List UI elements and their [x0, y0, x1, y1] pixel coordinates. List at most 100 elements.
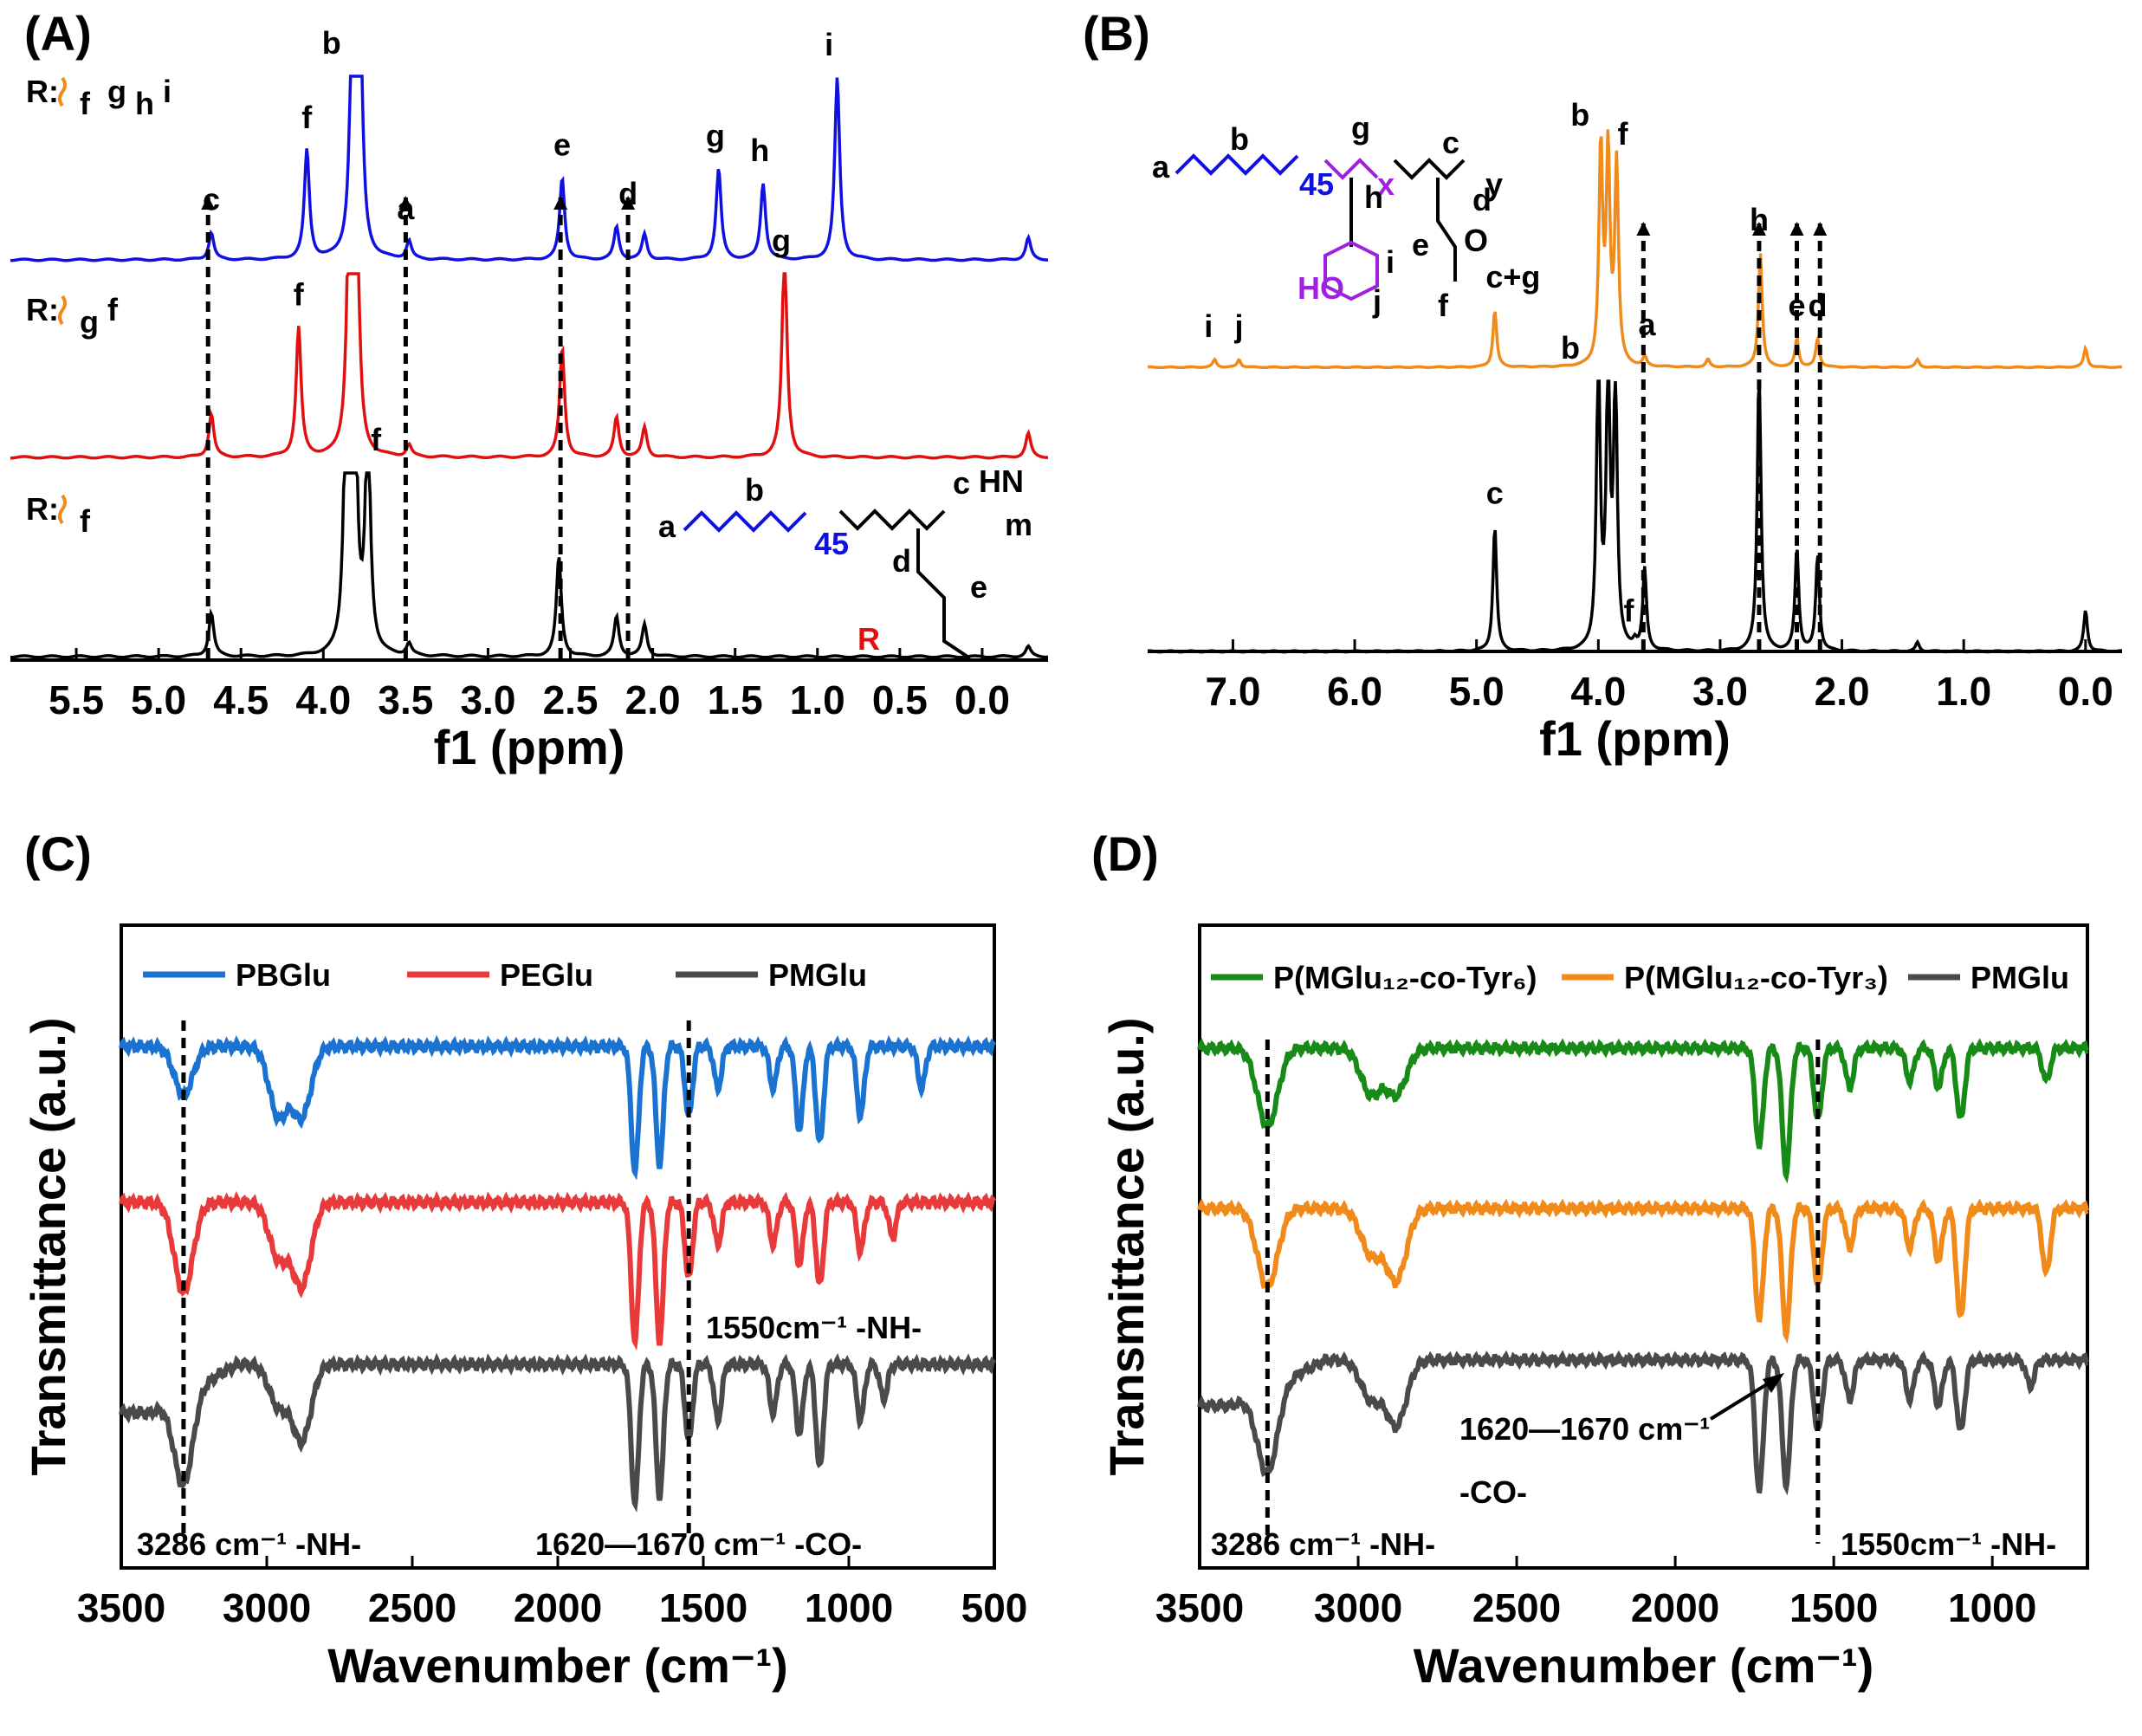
- peak-label: c: [1486, 476, 1504, 511]
- panel-label: (A): [24, 6, 92, 61]
- x-tick-label: 2000: [1631, 1585, 1719, 1630]
- arrow-head: [621, 196, 636, 210]
- arrow-head: [1636, 222, 1651, 236]
- peak-label: f: [294, 277, 305, 313]
- peak-label: i: [1204, 308, 1213, 344]
- x-tick-label: 3500: [77, 1585, 165, 1630]
- struct-label: j: [1372, 283, 1382, 319]
- r-prefix: R:: [26, 74, 59, 109]
- x-tick-label: 4.5: [213, 677, 269, 722]
- r-group-atom: f: [80, 503, 91, 539]
- glu-side: [1436, 178, 1457, 282]
- plot-frame: [1198, 923, 2089, 1570]
- x-tick-label: 3.5: [378, 677, 433, 722]
- struct-label: a: [1152, 149, 1170, 185]
- struct-label: g: [1351, 110, 1370, 146]
- r-group-atom: i: [163, 74, 171, 109]
- struct-label: i: [1386, 244, 1395, 280]
- x-tick-label: 7.0: [1205, 669, 1260, 714]
- peak-label: g: [772, 223, 791, 258]
- peg-chain: [1175, 153, 1299, 176]
- x-tick-label: 3000: [1314, 1585, 1402, 1630]
- peak-label: h: [1750, 202, 1769, 237]
- legend-label: PEGlu: [500, 957, 593, 993]
- x-tick-label: 2.5: [543, 677, 599, 722]
- peak-label: h: [750, 133, 769, 168]
- peak-label: e: [553, 127, 571, 163]
- x-tick-label: 0.0: [2058, 669, 2113, 714]
- legend-label: P(MGlu₁₂-co-Tyr₆): [1273, 960, 1537, 995]
- x-tick-label: 1.5: [708, 677, 763, 722]
- arrow-head: [553, 196, 568, 210]
- struct-label: f: [1438, 288, 1449, 323]
- panel-label: (C): [24, 826, 92, 881]
- x-tick-label: 6.0: [1327, 669, 1382, 714]
- x-tick-label: 2.0: [1815, 669, 1870, 714]
- struct-label: e: [1412, 227, 1429, 262]
- ir-spectrum-1: [119, 1190, 997, 1351]
- ir-spectrum-1: [1197, 1198, 2090, 1344]
- peak-label: a: [1639, 307, 1657, 342]
- arrow-head: [201, 196, 216, 210]
- peak-label: c: [203, 182, 220, 217]
- peg-chain: [683, 510, 807, 533]
- x-axis-title: f1 (ppm): [434, 720, 625, 774]
- x-tick-label: 3.0: [460, 677, 515, 722]
- ir-spectrum-0: [1197, 1038, 2090, 1184]
- struct-label: d: [892, 543, 911, 579]
- legend-label: PBGlu: [236, 957, 331, 993]
- x-tick-label: 1.0: [790, 677, 845, 722]
- y-axis-title: Transmittance (a.u.): [1099, 1017, 1154, 1475]
- x-tick-label: 2000: [514, 1585, 602, 1630]
- x-tick-label: 3000: [223, 1585, 311, 1630]
- r-group-atom: f: [107, 292, 119, 327]
- struct-label: HO: [1297, 270, 1344, 306]
- x-tick-label: 2500: [1472, 1585, 1561, 1630]
- side-chain: [916, 528, 972, 660]
- backbone: [838, 508, 946, 531]
- spectrum-0: [10, 74, 1049, 262]
- struct-label: HN: [979, 463, 1024, 499]
- x-tick-label: 5.0: [131, 677, 186, 722]
- tyr-backbone: [1323, 158, 1379, 180]
- panel-label: (B): [1083, 6, 1150, 61]
- ir-spectrum-2: [1197, 1350, 2090, 1496]
- annotation: 3286 cm⁻¹ -NH-: [137, 1526, 361, 1562]
- structure-a: a b 45 c HN m d e R: [658, 463, 1032, 660]
- arrow-head: [1763, 1373, 1784, 1393]
- x-tick-label: 2500: [368, 1585, 456, 1630]
- struct-label: e: [970, 569, 987, 605]
- peak-label: d: [618, 176, 637, 211]
- x-tick-label: 1500: [659, 1585, 747, 1630]
- struct-label: c: [953, 465, 970, 501]
- r-group-atom: g: [80, 304, 99, 340]
- arrow-head: [1789, 222, 1804, 236]
- wavy-bond-icon: [58, 494, 67, 525]
- struct-label: b: [745, 472, 764, 508]
- r-prefix: R:: [26, 292, 59, 327]
- x-tick-label: 2.0: [625, 677, 681, 722]
- legend: PBGlu PEGlu PMGlu: [143, 957, 867, 993]
- struct-label: x: [1377, 166, 1395, 202]
- panel-label: (D): [1091, 826, 1159, 881]
- peak-label: f: [301, 100, 313, 135]
- x-tick-label: 500: [961, 1585, 1028, 1630]
- wavy-bond-icon: [58, 76, 67, 107]
- peak-label: i: [825, 27, 833, 62]
- arrow-head: [1751, 222, 1766, 236]
- peak-label: c+g: [1485, 259, 1540, 295]
- annotation: 1550cm⁻¹ -NH-: [1841, 1526, 2056, 1562]
- peak-label: f: [371, 422, 382, 457]
- r-prefix: R:: [26, 491, 59, 527]
- struct-label: m: [1005, 507, 1032, 542]
- spectrum-1: [1147, 379, 2122, 654]
- x-tick-label: 0.0: [955, 677, 1010, 722]
- annotation: 1620—1670 cm⁻¹: [1459, 1411, 1710, 1447]
- x-tick-label: 3.0: [1692, 669, 1748, 714]
- peak-label: b: [1561, 330, 1580, 366]
- structure-b: a b 45 gx cyd h HO ije Of: [1152, 110, 1503, 323]
- struct-label: R: [857, 621, 880, 657]
- legend: P(MGlu₁₂-co-Tyr₆) P(MGlu₁₂-co-Tyr₃) PMGlu: [1211, 960, 2069, 995]
- x-tick-label: 1500: [1789, 1585, 1878, 1630]
